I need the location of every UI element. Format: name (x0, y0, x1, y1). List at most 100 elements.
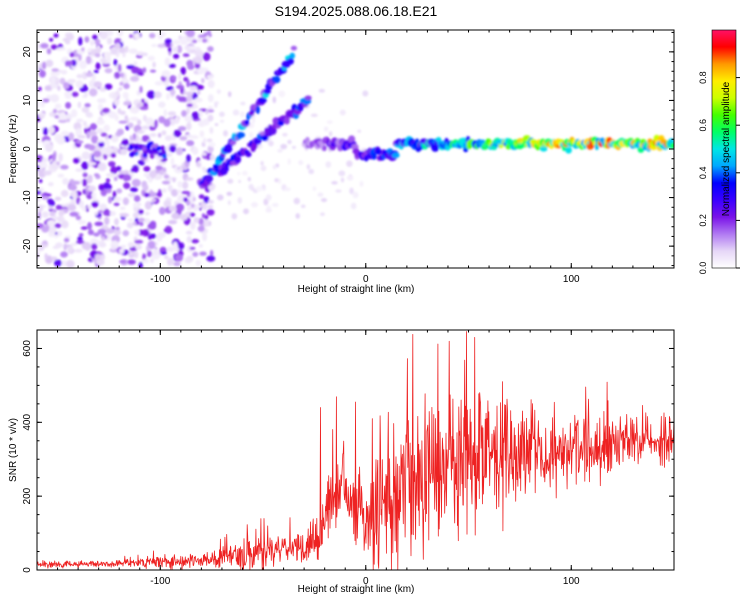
spectrogram-cell (177, 126, 187, 132)
spectrogram-cell (135, 244, 143, 250)
spectrogram-cell (156, 146, 162, 151)
spectrogram-cell (104, 216, 110, 225)
spectrogram-cell (37, 211, 42, 220)
spectrogram-cell (185, 230, 193, 235)
spectrogram-cell (167, 184, 173, 192)
spectrogram-cell (274, 178, 279, 183)
spectrogram-cell (161, 188, 167, 193)
spectrogram-cell (120, 213, 130, 218)
spectrogram-cell (63, 81, 70, 90)
spectrogram-cell (111, 245, 115, 251)
spectrogram-cell (77, 236, 83, 242)
spectrogram-cell (124, 45, 129, 53)
spectrogram-cell (197, 225, 205, 232)
spectrogram-cell (75, 80, 84, 89)
spectrogram-cell (565, 146, 572, 154)
spectrogram-cell (89, 130, 97, 137)
spectrogram-cell (216, 194, 224, 201)
spectrogram-x-label: Height of straight line (km) (298, 284, 415, 295)
spectrogram-cell (265, 208, 272, 213)
spectrogram-cell (148, 32, 156, 39)
spectrogram-cell (138, 143, 144, 149)
spectrogram-cell (131, 178, 141, 187)
colorbar-label: Normalized spectral amplitude (721, 81, 732, 216)
spectrogram-cell (45, 143, 53, 152)
spectrogram-cell (121, 138, 129, 146)
spectrogram-cell (93, 47, 102, 54)
spectrogram-cell (103, 51, 112, 59)
spectrogram-cell (198, 194, 205, 199)
spectrogram-cell (149, 170, 157, 179)
spectrogram-cell (115, 90, 120, 98)
spectrogram-cell (192, 251, 199, 257)
spectrogram-cell (255, 105, 260, 115)
spectrogram-cell (164, 38, 172, 44)
spectrogram-cell (298, 160, 304, 166)
spectrogram-cell (323, 126, 329, 132)
spectrogram-cell (62, 177, 69, 185)
spectrogram-cell (104, 83, 113, 90)
spectrogram-cell (39, 178, 43, 184)
spectrogram-cell (177, 207, 182, 216)
spectrogram-cell (177, 242, 185, 250)
spectrogram-cell (312, 186, 317, 191)
spectrogram-cell (293, 197, 301, 205)
spectrogram-cell (94, 53, 101, 58)
spectrogram-cell (117, 108, 122, 114)
spectrogram-cell (171, 75, 177, 81)
spectrogram-cell (127, 122, 134, 129)
spectrogram-cell (300, 204, 306, 208)
spectrogram-cell (320, 198, 328, 203)
spectrogram-cell (120, 148, 128, 156)
spectrogram-cell (37, 139, 41, 144)
spectrogram-cell (105, 178, 111, 183)
spectrogram-cell (56, 136, 66, 145)
spectrogram-cell (41, 61, 47, 70)
spectrogram-cell (142, 52, 148, 57)
spectrogram-cell (133, 251, 139, 259)
spectrogram-cell (265, 194, 272, 201)
spectrogram-cell (260, 161, 264, 166)
spectrogram-cell (320, 212, 325, 217)
spectrogram-cell (161, 70, 171, 78)
spectrogram-cell (47, 198, 53, 204)
spectrogram-cell (189, 246, 196, 251)
spectrogram-cell (113, 202, 120, 207)
spectrogram-cell (37, 100, 40, 109)
spectrogram-cell (142, 152, 148, 158)
spectrogram-cell (77, 101, 82, 109)
spectrogram-cell (73, 122, 82, 131)
spectrogram-cell (375, 148, 382, 155)
spectrogram-cell (91, 201, 99, 208)
spectrogram-cell (167, 46, 172, 53)
spectrogram-cell (113, 97, 120, 106)
spectrogram-cell (160, 145, 166, 151)
spectrogram-cell (180, 66, 187, 75)
spectrogram-cell (214, 123, 219, 127)
spectrogram-cell (133, 61, 138, 66)
spectrogram-cell (58, 112, 67, 121)
spectrogram-cell (98, 183, 105, 191)
spectrogram-cell (127, 259, 136, 265)
spectrogram-cell (75, 140, 84, 144)
spectrogram-cell (129, 135, 134, 142)
spectrogram-cell (118, 170, 125, 175)
spectrogram-cell (130, 75, 140, 82)
spectrogram-cell (157, 232, 166, 239)
spectrogram-y-tick-label: -20 (22, 238, 33, 253)
spectrogram-cell (87, 162, 97, 166)
spectrogram-cell (166, 246, 175, 252)
spectrogram-x-tick-label: 0 (363, 274, 369, 285)
spectrogram-cell (186, 200, 191, 206)
spectrogram-cell (163, 109, 168, 117)
spectrogram-cell (318, 88, 326, 93)
spectrogram-cell (260, 165, 267, 172)
spectrogram-cell (278, 178, 282, 185)
spectrogram-cell (97, 103, 104, 112)
spectrogram-cell (193, 217, 200, 224)
spectrogram-x-tick-label: -100 (150, 274, 170, 285)
spectrogram-cell (161, 180, 170, 185)
spectrogram-cell (272, 96, 277, 104)
spectrogram-cell (58, 210, 65, 217)
spectrogram-cell (57, 230, 63, 237)
